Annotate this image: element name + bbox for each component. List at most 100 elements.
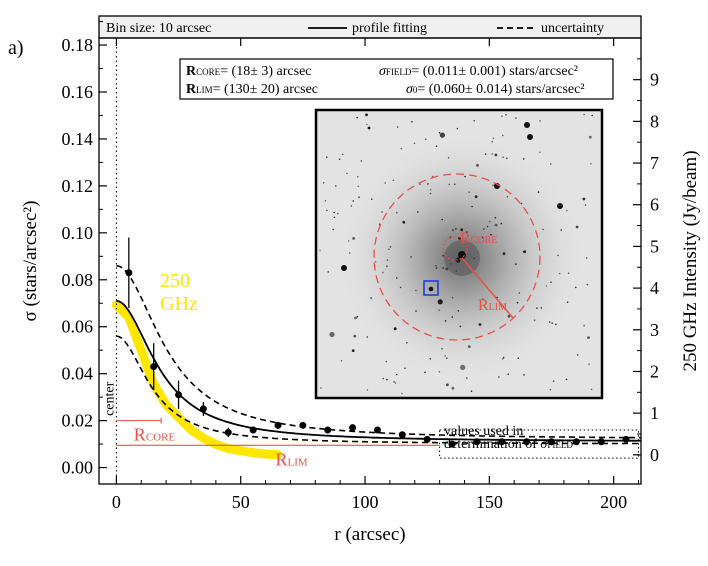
inset-r-lim-label: RLIM xyxy=(478,297,507,314)
inset-star xyxy=(451,386,455,390)
inset-star xyxy=(492,137,495,139)
inset-star xyxy=(444,320,447,322)
inset-star xyxy=(427,183,429,185)
inset-star xyxy=(367,126,371,130)
inset-star xyxy=(505,114,507,116)
inset-star xyxy=(392,179,395,182)
inset-star xyxy=(424,371,426,374)
inset-star xyxy=(349,252,351,254)
inset-star xyxy=(454,183,456,185)
inset-star xyxy=(338,158,341,160)
y-axis-left: 0.00 0.02 0.04 0.06 0.08 0.10 0.12 0.14 0.16 0.18 xyxy=(62,21,107,478)
inset-star xyxy=(332,228,335,231)
inset-star xyxy=(442,267,445,269)
data-point xyxy=(622,435,630,443)
inset-star xyxy=(356,116,359,119)
inset-star xyxy=(498,376,500,378)
y-right-tick-label: 4 xyxy=(650,278,659,298)
inset-star xyxy=(516,301,519,304)
data-point xyxy=(150,363,158,371)
inset-star xyxy=(326,209,328,212)
inset-star xyxy=(520,202,523,205)
inset-star xyxy=(560,229,562,231)
inset-star xyxy=(551,322,553,325)
inset-bright-star xyxy=(527,134,533,140)
data-point xyxy=(249,426,257,434)
inset-star xyxy=(585,257,588,259)
inset-star xyxy=(366,336,369,338)
inset-star xyxy=(393,327,397,331)
data-point xyxy=(473,438,481,446)
inset-star xyxy=(540,307,543,309)
inset-star xyxy=(438,309,441,312)
inset-star xyxy=(394,382,397,384)
inset-star xyxy=(584,204,587,206)
density-points xyxy=(125,237,630,448)
inset-star xyxy=(319,249,321,252)
inset-star xyxy=(353,334,357,338)
inset-star xyxy=(459,325,462,328)
inset-star xyxy=(352,200,355,202)
inset-star xyxy=(482,298,484,300)
legend-uncertainty-label: uncertainty xyxy=(541,21,604,36)
data-point xyxy=(547,438,555,446)
ghz-label-unit: GHz xyxy=(160,293,198,315)
inset-star xyxy=(523,250,527,254)
inset-star xyxy=(413,142,416,145)
inset-star xyxy=(386,265,388,268)
inset-star xyxy=(356,315,359,318)
inset-r-core-label: RCORE xyxy=(460,230,497,247)
inset-star xyxy=(500,222,503,225)
data-point xyxy=(274,421,282,429)
inset-star xyxy=(396,211,398,214)
inset-star xyxy=(386,378,388,381)
y-left-tick-label: 0.18 xyxy=(62,35,94,55)
inset-star xyxy=(464,175,466,178)
inset-star xyxy=(494,153,498,157)
inset-star xyxy=(474,195,478,199)
inset-star xyxy=(484,153,487,155)
inset-star xyxy=(322,181,325,184)
data-point xyxy=(199,405,207,413)
inset-star xyxy=(502,252,506,256)
inset-star xyxy=(507,373,510,376)
inset-star xyxy=(419,183,422,185)
data-point xyxy=(175,391,183,399)
inset-star xyxy=(424,138,427,141)
inset-star xyxy=(438,132,441,134)
inset-star xyxy=(476,163,479,167)
inset-star xyxy=(384,182,387,184)
inset-star xyxy=(429,189,432,191)
inset-star xyxy=(533,319,536,322)
y-left-tick-label: 0.00 xyxy=(62,458,94,478)
inset-star xyxy=(329,331,335,338)
inset-star xyxy=(451,296,454,299)
inset-star xyxy=(582,197,586,201)
y-left-tick-label: 0.08 xyxy=(62,270,94,290)
legend-fit-label: profile fitting xyxy=(352,21,427,36)
y-right-tick-label: 3 xyxy=(650,320,659,340)
y-left-tick-label: 0.14 xyxy=(62,129,94,149)
x-axis-label: r (arcsec) xyxy=(334,524,405,545)
x-tick-label: 0 xyxy=(112,492,121,512)
inset-star xyxy=(370,297,372,299)
inset-star xyxy=(335,185,337,187)
inset-star xyxy=(491,141,494,143)
y-left-tick-label: 0.02 xyxy=(62,411,94,431)
inset-star xyxy=(446,357,448,360)
r-core-marker-label: RCORE xyxy=(134,425,176,445)
inset-star xyxy=(457,310,460,312)
inset-star xyxy=(575,286,577,289)
inset-star xyxy=(502,156,505,158)
inset-star xyxy=(445,267,449,271)
inset-star xyxy=(346,172,348,175)
inset-star xyxy=(324,199,327,202)
inset-bright-star xyxy=(557,203,563,209)
inset-star xyxy=(374,261,377,263)
inset-star xyxy=(429,192,432,195)
inset-star xyxy=(506,196,509,198)
inset-star xyxy=(471,205,473,208)
inset-star xyxy=(450,263,452,265)
y-right-tick-label: 7 xyxy=(650,153,659,173)
inset-image: RCORE RLIM xyxy=(314,108,604,400)
